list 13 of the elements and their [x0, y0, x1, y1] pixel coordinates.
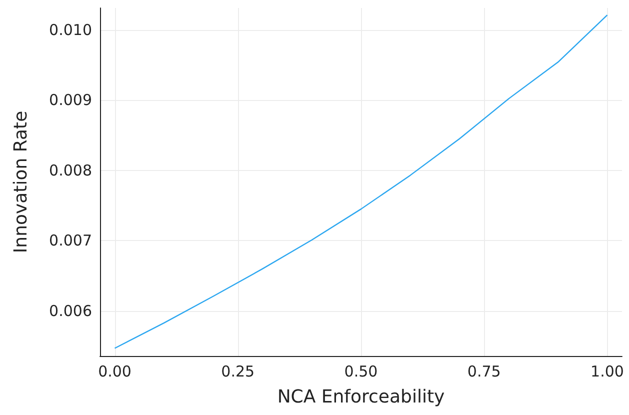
y-tick-label: 0.009 — [49, 91, 92, 110]
y-tick-label: 0.008 — [49, 161, 92, 180]
x-tick-label: 0.25 — [221, 362, 255, 380]
y-tick-label: 0.010 — [49, 20, 92, 39]
x-tick-label: 0.50 — [344, 362, 378, 380]
line-series — [114, 14, 608, 349]
x-tick-label: 1.00 — [590, 362, 624, 380]
x-tick-label: 0.75 — [467, 362, 501, 380]
x-axis-title: NCA Enforceability — [277, 386, 446, 408]
y-tick-label: 0.007 — [49, 232, 92, 250]
y-axis-title: Innovation Rate — [10, 110, 32, 254]
y-tick-label: 0.006 — [49, 302, 92, 320]
x-tick-label: 0.00 — [98, 362, 132, 380]
